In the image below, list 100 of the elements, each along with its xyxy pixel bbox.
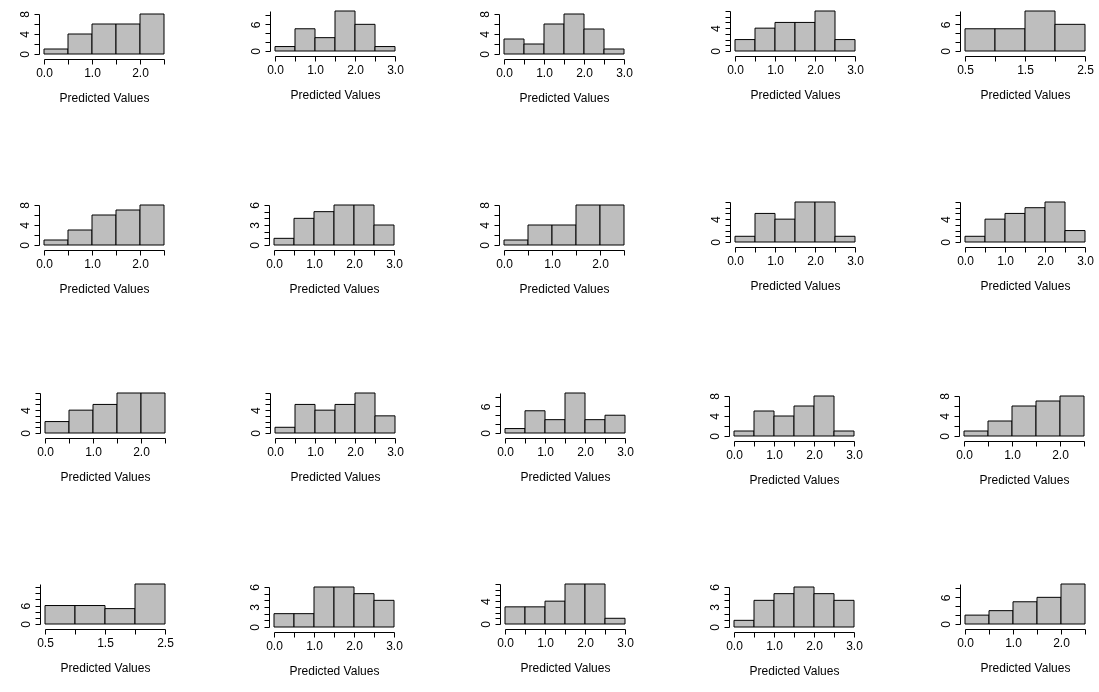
x-tick-label: 0.0	[957, 635, 975, 650]
y-tick-label: 0	[938, 238, 953, 246]
x-tick-label: 1.0	[1004, 447, 1022, 462]
x-axis-title: Predicted Values	[519, 281, 610, 296]
y-tick-label: 0	[708, 47, 723, 55]
x-axis-title: Predicted Values	[979, 472, 1070, 487]
y-tick-label: 4	[708, 215, 723, 223]
y-tick-label: 8	[937, 392, 952, 400]
y-tick-label: 8	[477, 10, 492, 18]
y-tick-label: 4	[477, 30, 492, 38]
y-tick-label: 3	[247, 603, 262, 611]
x-axis-title: Predicted Values	[749, 472, 840, 487]
x-tick-label: 3.0	[386, 638, 404, 653]
x-axis-title: Predicted Values	[59, 281, 150, 296]
x-tick-label: 2.0	[1037, 253, 1055, 268]
x-tick-label: 2.0	[807, 62, 825, 77]
x-tick-label: 3.0	[847, 62, 865, 77]
y-tick-label: 8	[17, 201, 32, 209]
y-tick-label: 6	[18, 602, 33, 610]
x-axis-title: Predicted Values	[750, 278, 841, 293]
x-axis-title: Predicted Values	[980, 660, 1071, 675]
y-tick-label: 0	[248, 47, 263, 55]
y-tick-label: 3	[707, 603, 722, 611]
x-tick-label: 0.0	[266, 638, 284, 653]
x-tick-label: 1.0	[767, 253, 785, 268]
y-tick-label: 4	[248, 406, 263, 414]
x-tick-label: 2.0	[806, 638, 824, 653]
x-tick-label: 1.0	[767, 62, 785, 77]
x-tick-label: 1.0	[766, 638, 784, 653]
y-tick-label: 0	[937, 432, 952, 440]
x-tick-label: 1.0	[306, 256, 324, 271]
x-tick-label: 2.0	[592, 256, 610, 271]
x-tick-label: 3.0	[617, 444, 635, 459]
x-axis-title: Predicted Values	[980, 87, 1071, 102]
x-tick-label: 3.0	[617, 635, 635, 650]
y-tick-label: 4	[708, 24, 723, 32]
y-tick-label: 4	[18, 406, 33, 414]
x-tick-label: 0.0	[956, 447, 974, 462]
x-tick-label: 0.0	[36, 65, 54, 80]
x-tick-label: 2.5	[157, 635, 175, 650]
x-tick-label: 0.5	[957, 62, 975, 77]
x-tick-label: 0.0	[497, 635, 515, 650]
y-tick-label: 0	[248, 429, 263, 437]
x-tick-label: 2.0	[346, 638, 364, 653]
x-tick-label: 0.0	[726, 638, 744, 653]
x-tick-label: 2.0	[132, 256, 150, 271]
x-axis-title: Predicted Values	[749, 663, 840, 678]
x-tick-label: 1.0	[307, 62, 325, 77]
y-tick-label: 4	[478, 597, 493, 605]
x-tick-label: 3.0	[1077, 253, 1095, 268]
x-axis-title: Predicted Values	[289, 281, 380, 296]
y-tick-label: 0	[247, 623, 262, 631]
x-axis-title: Predicted Values	[59, 90, 150, 105]
x-tick-label: 0.0	[727, 62, 745, 77]
x-tick-label: 1.0	[997, 253, 1015, 268]
y-tick-label: 4	[17, 30, 32, 38]
x-tick-label: 2.0	[133, 444, 151, 459]
y-tick-label: 0	[18, 620, 33, 628]
y-tick-label: 6	[707, 583, 722, 591]
x-tick-label: 1.0	[544, 256, 562, 271]
x-tick-label: 3.0	[847, 253, 865, 268]
x-tick-label: 3.0	[846, 447, 864, 462]
x-axis-title: Predicted Values	[980, 278, 1071, 293]
y-tick-label: 0	[707, 623, 722, 631]
x-tick-label: 1.0	[307, 444, 325, 459]
x-tick-label: 1.0	[306, 638, 324, 653]
x-tick-label: 3.0	[386, 256, 404, 271]
x-tick-label: 2.5	[1077, 62, 1095, 77]
y-tick-label: 0	[478, 620, 493, 628]
x-tick-label: 2.0	[1052, 447, 1070, 462]
x-axis-title: Predicted Values	[290, 469, 381, 484]
y-tick-label: 6	[248, 21, 263, 29]
x-axis-title: Predicted Values	[290, 87, 381, 102]
y-tick-label: 3	[247, 221, 262, 229]
x-tick-label: 0.0	[727, 253, 745, 268]
x-tick-label: 3.0	[616, 65, 634, 80]
y-tick-label: 4	[937, 412, 952, 420]
x-tick-label: 0.0	[267, 444, 285, 459]
x-tick-label: 0.0	[497, 444, 515, 459]
x-tick-label: 1.0	[1005, 635, 1023, 650]
x-axis-title: Predicted Values	[60, 660, 151, 675]
y-tick-label: 8	[707, 392, 722, 400]
x-tick-label: 0.5	[37, 635, 55, 650]
x-tick-label: 1.0	[537, 444, 555, 459]
y-tick-label: 4	[17, 221, 32, 229]
x-tick-label: 2.0	[347, 444, 365, 459]
y-tick-label: 0	[18, 429, 33, 437]
x-tick-label: 0.0	[957, 253, 975, 268]
x-tick-label: 1.0	[85, 444, 103, 459]
x-tick-label: 2.0	[132, 65, 150, 80]
x-tick-label: 1.5	[97, 635, 115, 650]
x-axis-title: Predicted Values	[289, 663, 380, 678]
x-tick-label: 1.0	[84, 256, 102, 271]
y-tick-label: 0	[247, 241, 262, 249]
x-axis-title: Predicted Values	[520, 660, 611, 675]
y-tick-label: 0	[477, 50, 492, 58]
x-tick-label: 2.0	[577, 444, 595, 459]
y-tick-label: 6	[247, 201, 262, 209]
x-tick-label: 0.0	[36, 256, 54, 271]
y-tick-label: 0	[708, 238, 723, 246]
